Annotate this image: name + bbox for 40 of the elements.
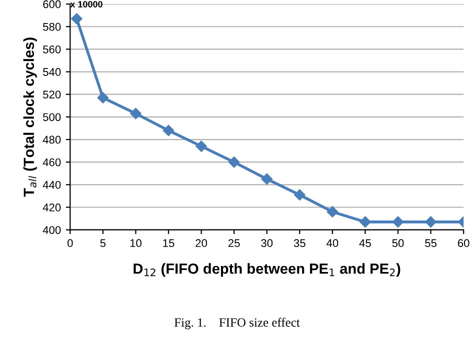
y-tick-label: 440 [42,180,61,189]
annotation: x 10000 [70,1,102,8]
x-tick-label: 20 [196,239,208,248]
x-tick-label: 30 [261,239,273,248]
y-tick-label: 520 [43,90,61,98]
y-tick-label: 600 [43,0,61,8]
x-tick-label: 40 [326,239,338,248]
x-tick-label: 55 [425,239,436,248]
point [294,189,306,200]
y-tick-label: 540 [43,68,61,76]
y-tick-label: 580 [43,22,61,31]
x-tick-label: 0 [67,239,73,248]
point [425,216,436,228]
point [196,140,207,152]
y-tick-label: 460 [42,158,61,166]
y-tick-label: 400 [42,226,61,234]
y-tick-label: 500 [43,113,61,122]
point [228,156,240,168]
x-tick-label: 5 [100,239,106,248]
x-tick-label: 35 [294,239,306,248]
point [261,173,272,185]
y-tick-label: 560 [43,45,61,54]
x-tick-label: 45 [359,239,371,248]
x-tick-label: 60 [458,239,470,248]
x-tick-label: 10 [130,239,142,248]
x-tick-label: 15 [163,239,174,248]
x-axis-title: D$_{12}$ (FIFO depth between PE$_{1}$ and PE$_{2}$) [134,263,400,277]
y-axis-title: T$_{all}$ (Total clock cycles) [23,38,37,197]
point [130,108,142,120]
point [326,206,338,218]
point [360,216,371,228]
point [392,216,404,228]
x-tick-label: 25 [228,239,240,248]
caption: Fig. 1. FIFO size effect [174,318,300,330]
y-tick-label: 420 [42,204,61,212]
y-tick-label: 480 [42,136,61,144]
point [71,13,82,24]
x-tick-label: 50 [392,239,404,248]
point [97,92,109,104]
point [162,124,174,136]
